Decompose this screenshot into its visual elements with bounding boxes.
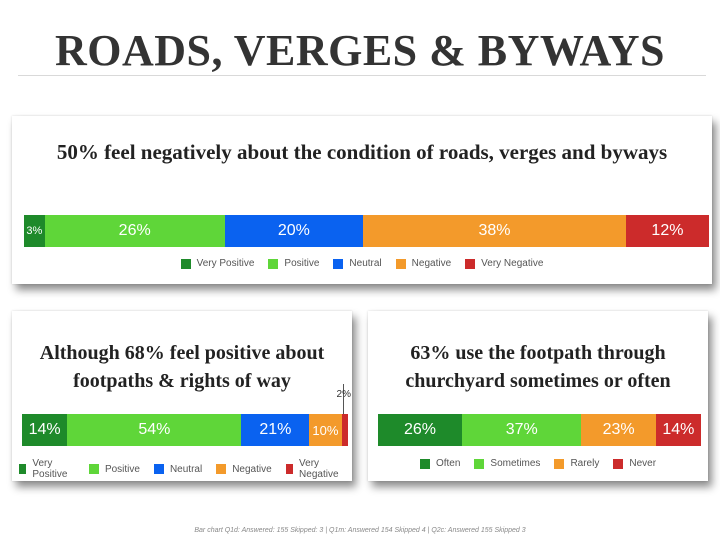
- data-label-often: 26%: [403, 421, 436, 438]
- stacked-bar-footpaths: 14% 54% 21% 10% 2%: [22, 384, 351, 446]
- legend-label: Rarely: [570, 458, 600, 469]
- data-label-positive: 54%: [138, 421, 171, 438]
- legend-swatch: [153, 464, 164, 474]
- data-label-positive: 26%: [118, 222, 151, 239]
- legend-swatch: [554, 458, 565, 469]
- chart-card-roads: 50% feel negatively about the condition …: [12, 116, 712, 284]
- title-divider: [18, 75, 706, 76]
- bar-segment-sometimes: 37%: [461, 414, 582, 446]
- bar-segment-negative: 38%: [363, 215, 626, 247]
- legend-item-negative: Negative: [216, 458, 272, 480]
- legend-label: Very Negative: [481, 258, 544, 269]
- data-label-rarely: 23%: [602, 421, 635, 438]
- legend-swatch: [474, 458, 485, 469]
- legend-swatch: [333, 258, 344, 269]
- legend-label: Positive: [104, 463, 140, 475]
- legend-label: Neutral: [349, 258, 382, 269]
- stacked-bar-roads: 3% 26% 20% 38% 12%: [24, 215, 709, 247]
- bar-segment-rarely: 23%: [581, 414, 656, 446]
- survey-footnote: Bar chart Q1d: Answered: 155 Skipped: 3 …: [194, 527, 526, 534]
- legend-swatch: [395, 258, 406, 269]
- chart-card-churchyard: 63% use the footpath through churchyard …: [368, 311, 708, 481]
- legend-label: Very Positive: [196, 258, 255, 269]
- callout-line: [342, 384, 344, 414]
- legend-swatch: [88, 464, 99, 474]
- legend-roads: Very Positive Positive Neutral Negative Very…: [12, 258, 712, 269]
- legend-swatch: [19, 464, 27, 474]
- legend-swatch: [216, 464, 227, 474]
- legend-item-positive: Positive: [88, 458, 140, 480]
- legend-item-often: Often: [419, 458, 461, 469]
- chart-title-footpaths: Although 68% feel positive about footpat…: [39, 342, 325, 392]
- bar-segment-very-positive: 3%: [24, 215, 45, 247]
- chart-title-churchyard: 63% use the footpath through churchyard …: [405, 342, 671, 392]
- bar-segment-very-positive: 14%: [22, 414, 68, 446]
- data-label-negative: 38%: [478, 222, 511, 239]
- bar-segment-very-negative: 2%: [337, 384, 351, 446]
- legend-item-rarely: Rarely: [554, 458, 599, 469]
- data-label-very-negative: 2%: [336, 389, 351, 400]
- bar-segment-positive: 54%: [67, 414, 242, 446]
- legend-swatch: [613, 458, 624, 469]
- legend-item-never: Never: [613, 458, 656, 469]
- legend-churchyard: Often Sometimes Rarely Never: [368, 458, 708, 469]
- stacked-bar-churchyard: 26% 37% 23% 14%: [378, 414, 701, 446]
- legend-swatch: [285, 464, 294, 474]
- chart-title-roads: 50% feel negatively about the condition …: [56, 140, 668, 164]
- bar-segment-often: 26%: [378, 414, 462, 446]
- legend-footpaths: Very Positive Positive Neutral Negative Very…: [12, 458, 352, 480]
- legend-swatch: [419, 458, 430, 469]
- chart-card-footpaths: Although 68% feel positive about footpat…: [12, 311, 352, 481]
- page-title: ROADS, VERGES & BYWAYS: [54, 26, 666, 75]
- bar-segment-neutral: 21%: [241, 414, 310, 446]
- legend-item-sometimes: Sometimes: [474, 458, 540, 469]
- bar-segment-negative: 10%: [309, 414, 342, 446]
- legend-item-very-negative: Very Negative: [285, 458, 345, 480]
- legend-swatch: [268, 258, 279, 269]
- legend-label: Sometimes: [490, 458, 541, 469]
- legend-label: Never: [629, 458, 657, 469]
- data-label-negative: 10%: [312, 422, 339, 438]
- bar-segment-very-negative: 12%: [625, 215, 709, 247]
- data-label-neutral: 20%: [277, 222, 310, 239]
- legend-label: Very Negative: [299, 458, 339, 480]
- legend-label: Neutral: [169, 463, 203, 475]
- bar-segment-neutral: 20%: [224, 215, 364, 247]
- data-label-never: 14%: [662, 421, 695, 438]
- legend-label: Very Positive: [32, 458, 68, 480]
- data-label-very-positive: 3%: [26, 225, 43, 237]
- legend-label: Often: [435, 458, 461, 469]
- legend-swatch: [180, 258, 191, 269]
- data-label-sometimes: 37%: [505, 421, 538, 438]
- legend-item-positive: Positive: [268, 258, 319, 269]
- legend-item-very-positive: Very Positive: [19, 458, 75, 480]
- legend-item-negative: Negative: [395, 258, 452, 269]
- legend-item-neutral: Neutral: [153, 458, 203, 480]
- data-label-very-negative: 12%: [651, 222, 684, 239]
- legend-item-very-negative: Very Negative: [465, 258, 543, 269]
- legend-label: Negative: [411, 258, 452, 269]
- bar-segment-positive: 26%: [44, 215, 225, 247]
- legend-label: Negative: [232, 463, 272, 475]
- legend-item-neutral: Neutral: [333, 258, 382, 269]
- bar-segment-never: 14%: [655, 414, 701, 446]
- data-label-neutral: 21%: [259, 421, 292, 438]
- legend-label: Positive: [284, 258, 320, 269]
- legend-item-very-positive: Very Positive: [180, 258, 255, 269]
- data-label-very-positive: 14%: [28, 421, 61, 438]
- legend-swatch: [465, 258, 476, 269]
